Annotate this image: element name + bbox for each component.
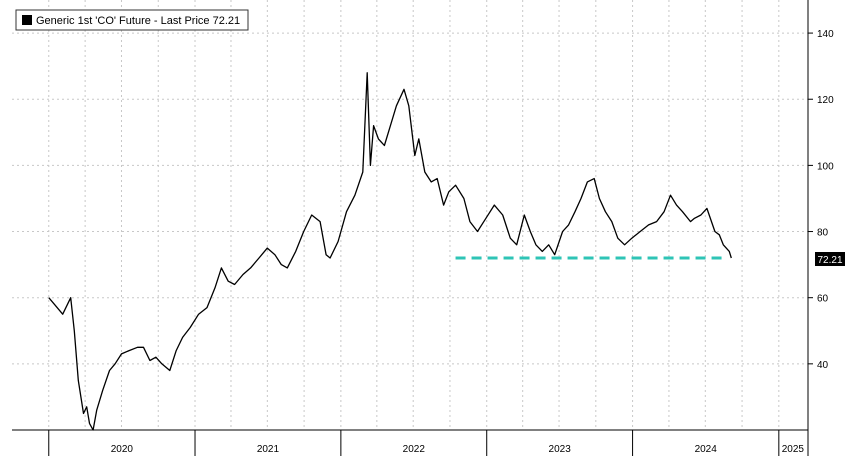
price-line <box>48 72 732 431</box>
axes: 40 60 80 100 120 140 2020 2021 2022 2023 2024 2025 <box>12 0 834 456</box>
x-tick-label: 2024 <box>695 444 718 455</box>
x-tick-label: 2025 <box>782 444 805 455</box>
last-price-tag-label: 72.21 <box>817 255 842 266</box>
legend-label: Generic 1st 'CO' Future - Last Price 72.… <box>36 15 240 27</box>
y-tick-label: 120 <box>817 95 834 106</box>
x-tick-label: 2021 <box>257 444 280 455</box>
grid <box>12 0 808 430</box>
legend: Generic 1st 'CO' Future - Last Price 72.… <box>15 9 249 31</box>
x-tick-label: 2022 <box>403 444 426 455</box>
y-tick-label: 140 <box>817 29 834 40</box>
last-price-tag-bg <box>815 252 845 266</box>
y-tick-label: 40 <box>817 360 829 371</box>
series <box>48 72 732 431</box>
legend-swatch <box>22 15 32 25</box>
x-tick-label: 2023 <box>549 444 572 455</box>
x-tick-label: 2020 <box>111 444 134 455</box>
y-tick-label: 100 <box>817 161 834 172</box>
legend-box <box>15 9 249 31</box>
y-tick-label: 60 <box>817 294 829 305</box>
y-tick-label: 80 <box>817 228 829 239</box>
last-price-tag: 72.21 <box>815 252 845 266</box>
